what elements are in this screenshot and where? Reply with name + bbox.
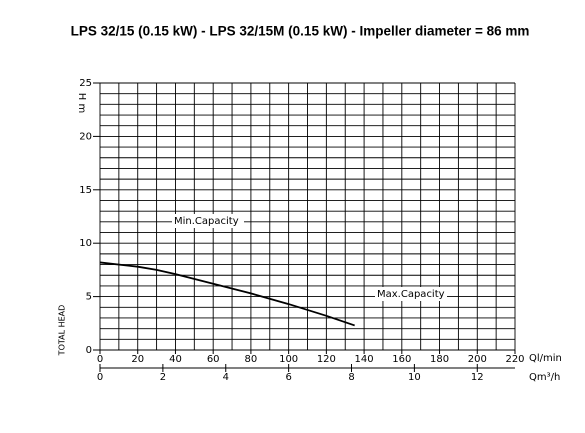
x-axis-label: Ql/min bbox=[529, 353, 562, 364]
x-tick-label: 120 bbox=[317, 354, 336, 365]
x2-tick-label: 0 bbox=[97, 372, 103, 383]
x-tick-label: 60 bbox=[207, 354, 220, 365]
y-tick-label: 5 bbox=[86, 292, 92, 303]
annotation-bg bbox=[375, 287, 447, 301]
annotation: Max.Capacity bbox=[377, 289, 445, 300]
y-tick-label: 25 bbox=[79, 78, 92, 89]
x-tick-label: 220 bbox=[505, 354, 524, 365]
x2-tick-label: 4 bbox=[223, 372, 229, 383]
y-tick-label: 10 bbox=[79, 238, 92, 249]
x-tick-label: 200 bbox=[468, 354, 487, 365]
x2-tick-label: 6 bbox=[285, 372, 291, 383]
annotation-bg bbox=[172, 214, 244, 228]
x2-tick-label: 8 bbox=[348, 372, 354, 383]
curve bbox=[99, 261, 355, 327]
x-tick-label: 20 bbox=[131, 354, 144, 365]
x-tick-label: 180 bbox=[430, 354, 449, 365]
x-tick-label: 140 bbox=[355, 354, 374, 365]
y-tick-label: 15 bbox=[79, 185, 92, 196]
y-unit: H m bbox=[76, 93, 87, 113]
y-axis-label: TOTAL HEAD bbox=[58, 305, 67, 357]
y-tick-label: 20 bbox=[79, 131, 92, 142]
x2-axis-label: Qm³/h bbox=[529, 372, 560, 383]
x-tick-label: 100 bbox=[279, 354, 298, 365]
x-tick-label: 0 bbox=[97, 354, 103, 365]
x-tick-label: 160 bbox=[392, 354, 411, 365]
y-tick-label: 0 bbox=[86, 345, 92, 356]
x2-tick-label: 2 bbox=[160, 372, 166, 383]
chart-title: LPS 32/15 (0.15 kW) - LPS 32/15M (0.15 k… bbox=[71, 24, 530, 39]
x-tick-label: 80 bbox=[245, 354, 258, 365]
x2-tick-label: 12 bbox=[471, 372, 484, 383]
annotation: Min.Capacity bbox=[174, 216, 239, 227]
x2-tick-label: 10 bbox=[408, 372, 421, 383]
x-tick-label: 40 bbox=[169, 354, 182, 365]
